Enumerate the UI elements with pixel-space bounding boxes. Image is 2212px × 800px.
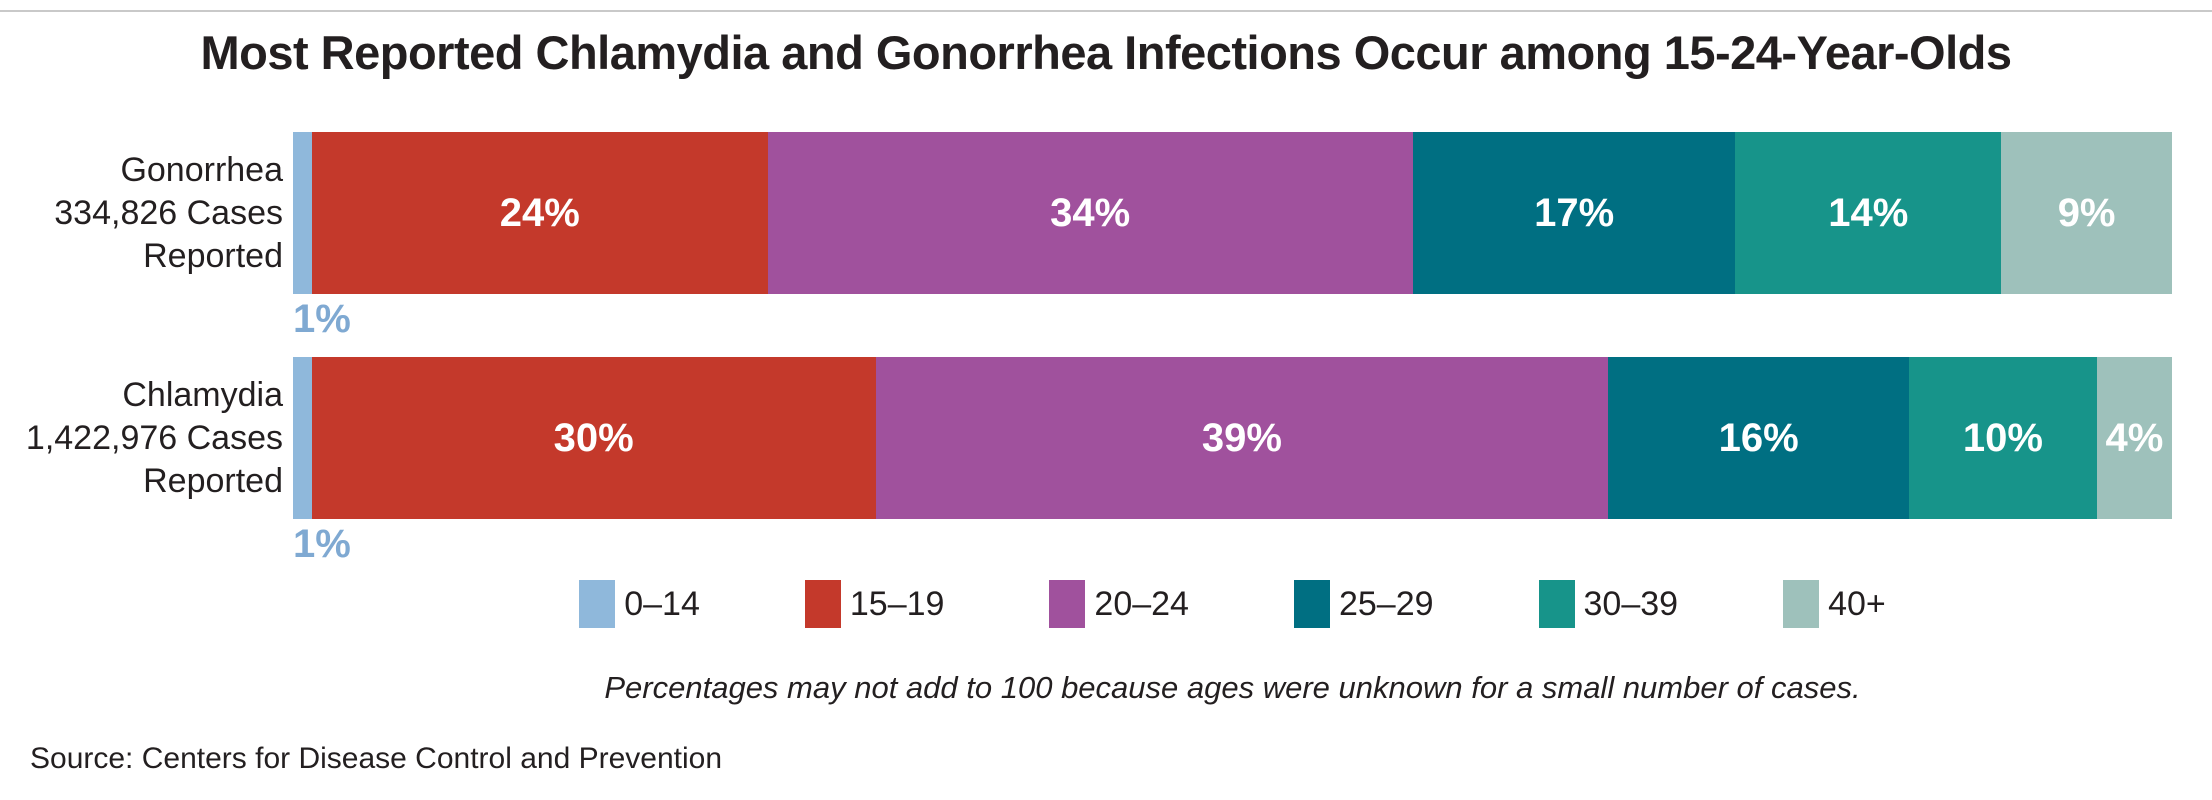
legend-label: 15–19	[849, 584, 945, 623]
bar-segment-20-24: 34%	[767, 132, 1413, 295]
legend-item-30-39: 30–39	[1538, 580, 1679, 629]
legend-swatch	[579, 580, 616, 629]
row-label-line: Chlamydia	[122, 375, 283, 414]
row-label-line: 334,826 Cases	[54, 193, 283, 232]
row-label-line: Reported	[143, 236, 283, 275]
stacked-bar-rows: Gonorrhea 334,826 Cases Reported 24% 34% 17% 1…	[0, 132, 2212, 566]
legend-swatch	[1049, 580, 1086, 629]
outside-pct-label: 1%	[293, 297, 351, 342]
legend-item-40-: 40+	[1783, 580, 1886, 629]
legend-item-0-14: 0–14	[579, 580, 700, 629]
segment-pct-label: 10%	[1962, 415, 2043, 460]
row-label-line: 1,422,976 Cases	[25, 418, 283, 457]
bar-segment-20-24: 39%	[875, 357, 1609, 520]
legend-label: 40+	[1828, 584, 1886, 623]
segment-pct-label: 17%	[1534, 190, 1615, 235]
legend-label: 30–39	[1583, 584, 1679, 623]
outside-pct-label: 1%	[293, 522, 351, 567]
legend-item-20-24: 20–24	[1049, 580, 1189, 629]
segment-pct-label: 4%	[2105, 415, 2164, 460]
row-label-gonorrhea: Gonorrhea 334,826 Cases Reported	[0, 132, 283, 294]
bar-segment-25-29: 16%	[1608, 357, 1909, 520]
row-label-chlamydia: Chlamydia 1,422,976 Cases Reported	[0, 357, 283, 519]
footnote: Percentages may not add to 100 because a…	[604, 670, 1861, 706]
bar-area: 24% 34% 17% 14% 9% 1%	[293, 132, 2172, 341]
segment-pct-label: 14%	[1828, 190, 1909, 235]
row-label-line: Gonorrhea	[120, 150, 283, 189]
bar-segment-0-14	[293, 132, 312, 295]
legend-label: 0–14	[624, 584, 700, 623]
stacked-bar-chlamydia: 30% 39% 16% 10% 4%	[293, 357, 2173, 520]
stacked-bar-gonorrhea: 24% 34% 17% 14% 9%	[293, 132, 2172, 295]
bar-segment-15-19: 24%	[311, 132, 768, 295]
bar-row-chlamydia: Chlamydia 1,422,976 Cases Reported 30% 39% 16…	[0, 357, 2212, 566]
row-label-line: Reported	[143, 461, 283, 500]
legend-item-25-29: 25–29	[1293, 580, 1434, 629]
bar-segment-0-14	[293, 357, 312, 520]
legend-item-15-19: 15–19	[804, 580, 945, 629]
segment-pct-label: 16%	[1718, 415, 1799, 460]
legend-swatch	[1538, 580, 1575, 629]
bar-segment-40-: 9%	[2001, 132, 2172, 295]
legend-swatch	[1783, 580, 1820, 629]
legend: 0–14 15–19 20–24 25–29 30–39 40+	[293, 580, 2172, 629]
segment-pct-label: 39%	[1201, 415, 1282, 460]
bar-segment-15-19: 30%	[311, 357, 876, 520]
bar-segment-30-39: 14%	[1735, 132, 2002, 295]
bar-segment-25-29: 17%	[1412, 132, 1736, 295]
bar-row-gonorrhea: Gonorrhea 334,826 Cases Reported 24% 34% 17% 1…	[0, 132, 2212, 341]
top-divider-rule	[0, 10, 2212, 12]
legend-label: 20–24	[1094, 584, 1189, 623]
legend-swatch	[804, 580, 841, 629]
source-note: Source: Centers for Disease Control and …	[30, 742, 723, 775]
segment-pct-label: 24%	[499, 190, 580, 235]
segment-pct-label: 34%	[1050, 190, 1131, 235]
bar-segment-30-39: 10%	[1908, 357, 2097, 520]
segment-pct-label: 30%	[553, 415, 634, 460]
segment-pct-label: 9%	[2057, 190, 2116, 235]
chart-title: Most Reported Chlamydia and Gonorrhea In…	[200, 26, 2012, 79]
legend-swatch	[1293, 580, 1330, 629]
bar-segment-40-: 4%	[2096, 357, 2173, 520]
bar-area: 30% 39% 16% 10% 4% 1%	[293, 357, 2173, 567]
legend-label: 25–29	[1338, 584, 1434, 623]
